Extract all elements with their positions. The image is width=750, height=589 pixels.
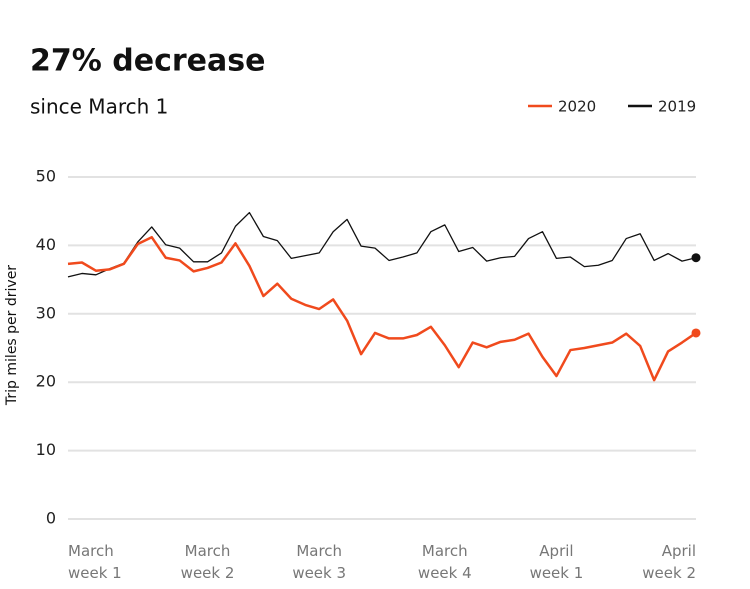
legend-label: 2020	[558, 98, 596, 116]
y-axis-label: Trip miles per driver	[4, 265, 20, 406]
series-line	[67, 235, 697, 382]
x-tick-label: March week 4	[417, 542, 472, 582]
y-tick-label: 20	[36, 372, 56, 391]
y-tick-label: 10	[36, 440, 56, 459]
y-tick-label: 50	[36, 167, 56, 186]
chart-subtitle: since March 1	[30, 95, 168, 119]
chart-title: 27% decrease	[30, 44, 265, 79]
x-tick-label: March week 1	[68, 542, 122, 582]
x-tick-label: April week 1	[529, 542, 584, 582]
end-point	[691, 253, 701, 263]
series-line	[67, 211, 697, 278]
x-tick-label: April week 2	[642, 542, 696, 582]
x-tick-label: March week 2	[180, 542, 235, 582]
x-tick-label: March week 3	[292, 542, 347, 582]
y-tick-label: 30	[36, 303, 56, 322]
y-tick-label: 40	[36, 235, 56, 254]
y-tick-label: 0	[46, 509, 56, 528]
legend-label: 2019	[658, 98, 696, 116]
end-point	[691, 328, 701, 338]
